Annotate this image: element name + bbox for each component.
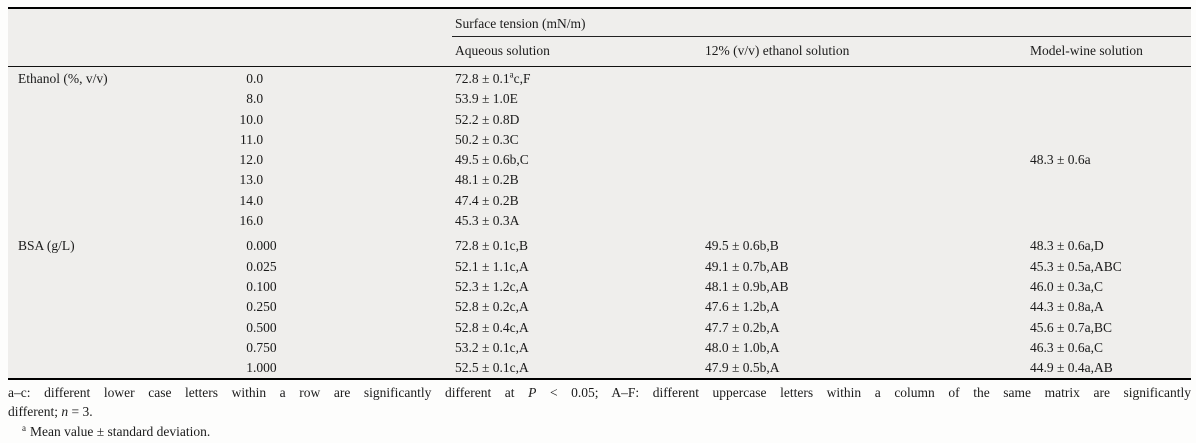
- surface-tension-table: Surface tension (mN/m) Aqueous solution …: [8, 7, 1191, 381]
- concentration-cell: 14.0: [239, 192, 264, 208]
- table-row: 0.100 52.3 ± 1.2c,A 48.1 ± 0.9b,AB 46.0 ± 0…: [8, 277, 1191, 297]
- value-cell-modelwine: 44.9 ± 0.4a,AB: [1030, 360, 1113, 376]
- concentration-cell: 10.0: [239, 111, 264, 127]
- table-row: 11.0 50.2 ± 0.3C: [8, 130, 1191, 150]
- table-row: 10.0 52.2 ± 0.8D: [8, 110, 1191, 130]
- table-row: BSA (g/L) 0.000 72.8 ± 0.1c,B 49.5 ± 0.6b,B…: [8, 236, 1191, 256]
- concentration-cell: 0.000: [246, 238, 277, 254]
- concentration-cell: 11.0: [240, 131, 264, 147]
- value-cell-modelwine: 45.3 ± 0.5a,ABC: [1030, 258, 1122, 274]
- value-cell-aqueous: 49.5 ± 0.6b,C: [455, 152, 529, 168]
- value-cell-aqueous: 52.5 ± 0.1c,A: [455, 360, 529, 376]
- value-cell-modelwine: 48.3 ± 0.6a: [1030, 152, 1091, 168]
- concentration-cell: 16.0: [239, 213, 264, 229]
- table-row: 13.0 48.1 ± 0.2B: [8, 170, 1191, 190]
- concentration-cell: 13.0: [239, 172, 264, 188]
- concentration-cell: 0.250: [246, 299, 277, 315]
- value-cell-aqueous: 52.2 ± 0.8D: [455, 111, 520, 127]
- table-row: 12.0 49.5 ± 0.6b,C 48.3 ± 0.6a: [8, 150, 1191, 170]
- header-group-label: Surface tension (mN/m): [455, 16, 586, 31]
- concentration-cell: 0.0: [246, 71, 264, 86]
- value-cell-aqueous: 72.8 ± 0.1c,B: [455, 238, 529, 254]
- table-row: 0.750 53.2 ± 0.1c,A 48.0 ± 1.0b,A 46.3 ± 0.…: [8, 338, 1191, 358]
- value-cell-aqueous: 53.2 ± 0.1c,A: [455, 339, 529, 355]
- value-cell-modelwine: 46.3 ± 0.6a,C: [1030, 339, 1104, 355]
- concentration-cell: 12.0: [239, 152, 264, 168]
- table-row: 0.250 52.8 ± 0.2c,A 47.6 ± 1.2b,A 44.3 ± 0.…: [8, 297, 1191, 317]
- footnote-mean-value: a Mean value ± standard deviation.: [22, 422, 211, 439]
- table-row: Ethanol (%, v/v) 0.0 72.8 ± 0.1ac,F: [8, 69, 1191, 89]
- header-columns-row: Aqueous solution 12% (v/v) ethanol solut…: [8, 37, 1191, 66]
- value-cell-ethanol12: 47.9 ± 0.5b,A: [705, 360, 780, 376]
- section-label-cell: Ethanol (%, v/v): [18, 71, 108, 86]
- footnote-significance-line2: different; n = 3.: [8, 404, 93, 419]
- header-group-cell: Surface tension (mN/m): [452, 9, 1191, 37]
- concentration-cell: 1.000: [246, 360, 277, 376]
- concentration-cell: 0.025: [246, 258, 277, 274]
- value-cell-aqueous: 52.8 ± 0.4c,A: [455, 319, 529, 335]
- section-label-cell: BSA (g/L): [18, 238, 75, 254]
- value-cell-aqueous: 72.8 ± 0.1ac,F: [455, 69, 531, 86]
- value-cell-ethanol12: 47.6 ± 1.2b,A: [705, 299, 780, 315]
- table-row: 14.0 47.4 ± 0.2B: [8, 191, 1191, 211]
- value-cell-ethanol12: 49.1 ± 0.7b,AB: [705, 258, 789, 274]
- column-header-aqueous: Aqueous solution: [455, 43, 550, 58]
- concentration-cell: 8.0: [246, 91, 264, 107]
- table-body: Ethanol (%, v/v) 0.0 72.8 ± 0.1ac,F 8.0 53.9…: [8, 67, 1191, 378]
- value-cell-aqueous: 50.2 ± 0.3C: [455, 131, 519, 147]
- value-cell-modelwine: 48.3 ± 0.6a,D: [1030, 238, 1104, 254]
- table-row: 0.500 52.8 ± 0.4c,A 47.7 ± 0.2b,A 45.6 ± 0.…: [8, 318, 1191, 338]
- value-cell-aqueous: 52.1 ± 1.1c,A: [455, 258, 529, 274]
- value-cell-aqueous: 52.3 ± 1.2c,A: [455, 278, 529, 294]
- value-cell-modelwine: 44.3 ± 0.8a,A: [1030, 299, 1104, 315]
- value-cell-ethanol12: 48.1 ± 0.9b,AB: [705, 278, 789, 294]
- footnote-significance-line1: a–c: different lower case letters within…: [8, 385, 1192, 400]
- value-cell-ethanol12: 47.7 ± 0.2b,A: [705, 319, 780, 335]
- value-cell-aqueous: 48.1 ± 0.2B: [455, 172, 519, 188]
- value-cell-aqueous: 47.4 ± 0.2B: [455, 192, 519, 208]
- concentration-cell: 0.750: [246, 339, 277, 355]
- value-cell-modelwine: 46.0 ± 0.3a,C: [1030, 278, 1104, 294]
- value-cell-ethanol12: 48.0 ± 1.0b,A: [705, 339, 780, 355]
- column-header-ethanol12: 12% (v/v) ethanol solution: [705, 43, 850, 58]
- table-section: Ethanol (%, v/v) 0.0 72.8 ± 0.1ac,F 8.0 53.9…: [8, 69, 1191, 231]
- column-header-modelwine: Model-wine solution: [1030, 43, 1143, 58]
- value-cell-aqueous: 53.9 ± 1.0E: [455, 91, 518, 107]
- table-row: 0.025 52.1 ± 1.1c,A 49.1 ± 0.7b,AB 45.3 ± 0…: [8, 257, 1191, 277]
- footnotes: a–c: different lower case letters within…: [8, 383, 1191, 441]
- table-row: 8.0 53.9 ± 1.0E: [8, 89, 1191, 109]
- table-section: BSA (g/L) 0.000 72.8 ± 0.1c,B 49.5 ± 0.6b,B…: [8, 236, 1191, 378]
- table-row: 1.000 52.5 ± 0.1c,A 47.9 ± 0.5b,A 44.9 ± 0.…: [8, 358, 1191, 378]
- value-cell-aqueous: 52.8 ± 0.2c,A: [455, 299, 529, 315]
- value-cell-aqueous: 45.3 ± 0.3A: [455, 213, 520, 229]
- concentration-cell: 0.500: [246, 319, 277, 335]
- value-cell-modelwine: 45.6 ± 0.7a,BC: [1030, 319, 1113, 335]
- table-header: Surface tension (mN/m) Aqueous solution …: [8, 9, 1191, 67]
- superscript-note-marker: a: [509, 69, 514, 80]
- value-cell-ethanol12: 49.5 ± 0.6b,B: [705, 238, 779, 254]
- table-row: 16.0 45.3 ± 0.3A: [8, 211, 1191, 231]
- concentration-cell: 0.100: [246, 278, 277, 294]
